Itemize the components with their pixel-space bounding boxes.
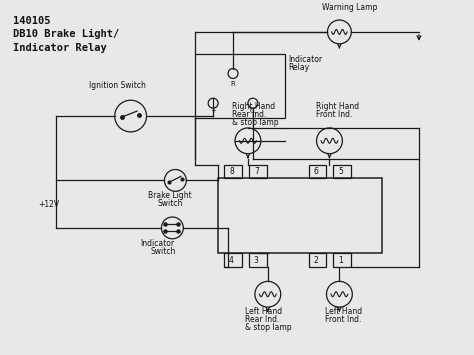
Text: & stop lamp: & stop lamp	[232, 118, 279, 127]
Bar	[195, 54, 285, 118]
Bar	[309, 165, 327, 179]
Text: C: C	[250, 108, 255, 114]
Text: Front Ind.: Front Ind.	[326, 315, 362, 324]
Text: 4: 4	[229, 256, 234, 264]
Text: Right Hand: Right Hand	[232, 102, 275, 111]
Text: Left Hand: Left Hand	[245, 307, 282, 316]
Text: Switch: Switch	[157, 199, 183, 208]
Text: Rear Ind.: Rear Ind.	[245, 315, 279, 324]
Text: +: +	[210, 108, 216, 114]
Bar	[218, 179, 382, 253]
Text: Rear Ind.: Rear Ind.	[232, 110, 266, 119]
Text: 7: 7	[254, 168, 259, 176]
Bar	[224, 165, 242, 179]
Text: +12V: +12V	[38, 200, 59, 209]
Text: Indicator: Indicator	[289, 55, 323, 64]
Text: Warning Lamp: Warning Lamp	[321, 3, 377, 12]
Text: Ignition Switch: Ignition Switch	[89, 81, 146, 90]
Text: 2: 2	[313, 256, 319, 264]
Bar	[333, 165, 351, 179]
Bar	[249, 165, 267, 179]
Text: & stop lamp: & stop lamp	[245, 323, 292, 332]
Text: Right Hand: Right Hand	[316, 102, 359, 111]
Bar	[249, 253, 267, 267]
Text: R: R	[230, 81, 235, 87]
Text: Brake Light: Brake Light	[147, 191, 191, 200]
Text: 8: 8	[229, 168, 234, 176]
Bar	[224, 253, 242, 267]
Text: 3: 3	[254, 256, 259, 264]
Text: Left Hand: Left Hand	[326, 307, 363, 316]
Text: Front Ind.: Front Ind.	[316, 110, 352, 119]
Text: 5: 5	[338, 168, 343, 176]
Bar	[309, 253, 327, 267]
Text: Switch: Switch	[151, 247, 176, 256]
Text: Relay: Relay	[289, 62, 310, 72]
Text: 1: 1	[338, 256, 343, 264]
Bar	[333, 253, 351, 267]
Text: 140105
DB10 Brake Light/
Indicator Relay: 140105 DB10 Brake Light/ Indicator Relay	[13, 16, 119, 53]
Text: Indicator: Indicator	[141, 239, 175, 248]
Text: 6: 6	[313, 168, 319, 176]
